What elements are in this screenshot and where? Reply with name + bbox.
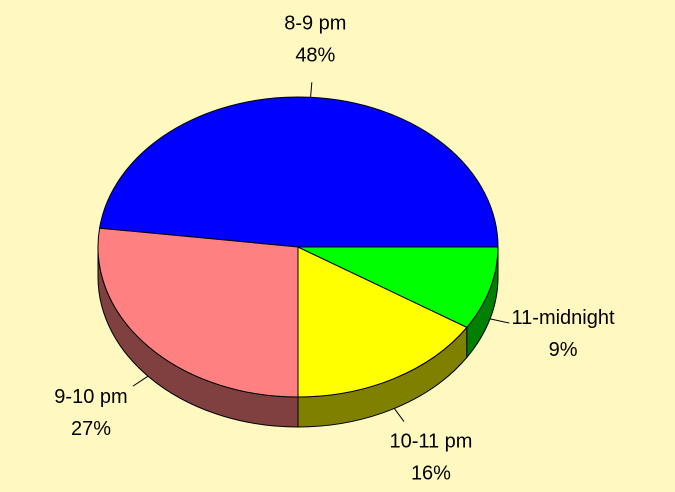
slice-label: 11-midnight <box>512 307 615 329</box>
slice <box>297 246 499 328</box>
slice-value-label: 27% <box>71 418 111 440</box>
slice <box>98 96 499 248</box>
leader-line <box>310 82 313 98</box>
leader-line <box>393 408 405 422</box>
slice-value-label: 9% <box>549 339 578 361</box>
slice <box>97 227 299 398</box>
slice-label: 10-11 pm <box>389 431 472 453</box>
slice <box>297 246 468 398</box>
leader-line <box>489 318 510 324</box>
slice-value-label: 16% <box>411 463 451 485</box>
slice-value-label: 48% <box>295 45 335 67</box>
slice-label: 9-10 pm <box>54 386 127 408</box>
leader-line <box>132 375 149 387</box>
slice-label: 8-9 pm <box>284 13 346 35</box>
